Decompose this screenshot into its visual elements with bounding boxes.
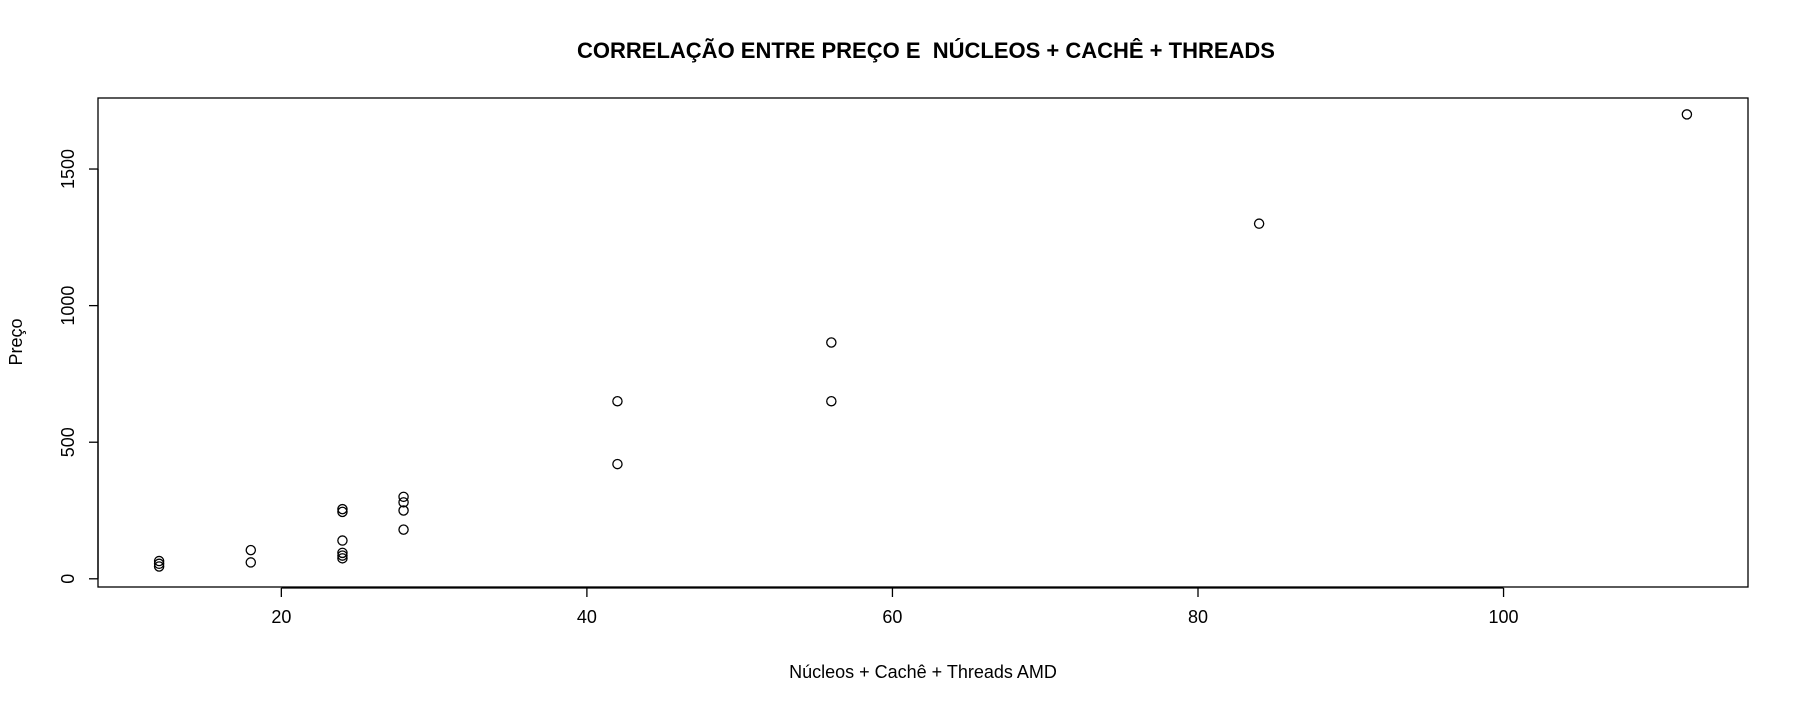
data-point: [245, 544, 257, 556]
data-point: [153, 558, 165, 570]
y-axis: 0 500 1000 1500: [58, 149, 99, 584]
data-point: [826, 337, 837, 348]
data-point: [153, 561, 165, 572]
data-point: [398, 497, 409, 508]
data-point: [398, 505, 409, 516]
plot-frame: [97, 97, 1749, 588]
y-tick-label: 0: [58, 574, 78, 584]
x-axis-label: Núcleos + Cachê + Threads AMD: [789, 662, 1057, 682]
x-tick-label: 80: [1188, 607, 1208, 627]
y-tick-label: 500: [58, 427, 78, 457]
data-point: [1681, 109, 1693, 120]
data-point: [612, 395, 623, 407]
chart-title: CORRELAÇÃO ENTRE PREÇO E NÚCLEOS + CACHÊ…: [577, 38, 1275, 63]
data-point: [398, 491, 409, 503]
y-tick-label: 1500: [58, 149, 78, 189]
data-point: [153, 555, 165, 567]
data-point: [337, 550, 348, 561]
data-points: [153, 109, 1693, 572]
data-point: [612, 458, 623, 470]
data-point: [1253, 218, 1265, 229]
x-tick-label: 60: [882, 607, 902, 627]
y-tick-label: 1000: [58, 286, 78, 326]
x-tick-label: 40: [577, 607, 597, 627]
data-point: [337, 547, 348, 559]
data-point: [826, 395, 837, 407]
data-point: [337, 506, 348, 518]
data-point: [245, 557, 257, 568]
x-tick-label: 20: [271, 607, 291, 627]
data-point: [337, 535, 348, 546]
data-point: [337, 553, 348, 564]
x-axis: 20 40 60 80 100: [271, 587, 1519, 627]
data-point: [337, 503, 348, 515]
data-point: [398, 524, 409, 535]
x-tick-label: 100: [1489, 607, 1519, 627]
y-axis-label: Preço: [6, 318, 26, 365]
